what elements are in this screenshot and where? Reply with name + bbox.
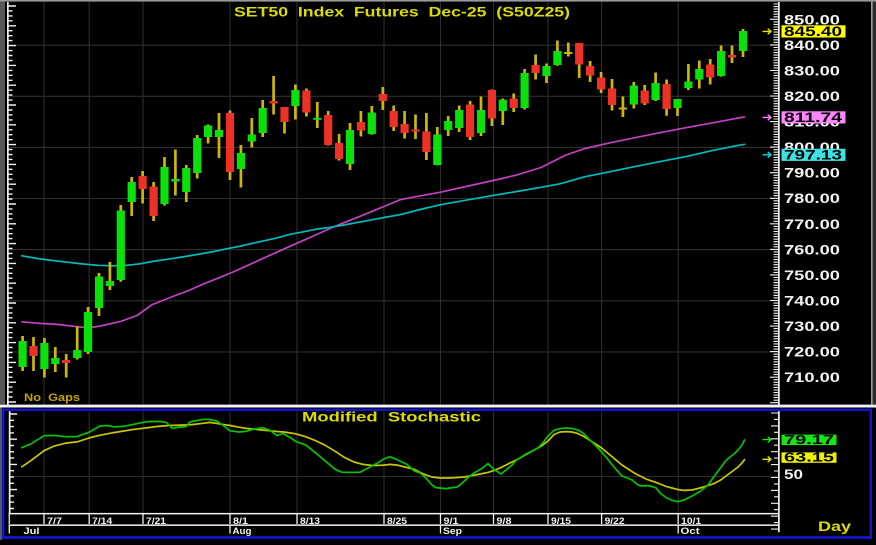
svg-text:SET50 Index Futures Dec-25: SET50 Index Futures Dec-25 (S50Z25) xyxy=(234,4,570,19)
svg-text:780.00: 780.00 xyxy=(784,191,840,206)
svg-text:830.00: 830.00 xyxy=(784,64,840,79)
svg-text:9/8: 9/8 xyxy=(497,516,512,527)
svg-text:760.00: 760.00 xyxy=(784,242,840,257)
svg-text:7/14: 7/14 xyxy=(92,516,113,527)
svg-text:845.40: 845.40 xyxy=(784,24,842,39)
svg-text:7/7: 7/7 xyxy=(47,516,62,527)
svg-text:10/1: 10/1 xyxy=(681,516,702,527)
svg-text:Aug: Aug xyxy=(233,526,252,537)
svg-text:63.15: 63.15 xyxy=(784,450,834,465)
svg-text:9/15: 9/15 xyxy=(551,516,572,527)
svg-text:Jul: Jul xyxy=(24,526,40,537)
svg-text:811.74: 811.74 xyxy=(784,110,843,125)
svg-text:9/1: 9/1 xyxy=(444,516,460,527)
svg-text:8/13: 8/13 xyxy=(300,516,320,527)
svg-text:850.00: 850.00 xyxy=(784,12,840,27)
svg-text:740.00: 740.00 xyxy=(784,294,840,309)
svg-text:770.00: 770.00 xyxy=(784,217,840,232)
svg-text:820.00: 820.00 xyxy=(784,89,840,104)
svg-text:Oct: Oct xyxy=(681,526,701,537)
svg-text:750.00: 750.00 xyxy=(784,268,840,283)
svg-text:720.00: 720.00 xyxy=(784,345,840,360)
svg-text:50: 50 xyxy=(784,467,803,482)
svg-text:790.00: 790.00 xyxy=(784,166,840,181)
svg-text:8/1: 8/1 xyxy=(233,516,249,527)
svg-text:Sep: Sep xyxy=(443,526,462,537)
svg-text:8/25: 8/25 xyxy=(387,516,408,527)
svg-text:Day: Day xyxy=(818,519,852,534)
svg-text:7/21: 7/21 xyxy=(146,516,167,527)
svg-text:Modified Stochastic: Modified Stochastic xyxy=(302,409,482,424)
svg-text:710.00: 710.00 xyxy=(784,370,840,385)
svg-text:840.00: 840.00 xyxy=(784,38,840,53)
svg-text:79.17: 79.17 xyxy=(784,432,834,447)
svg-text:730.00: 730.00 xyxy=(784,319,840,334)
svg-text:9/22: 9/22 xyxy=(605,516,625,527)
svg-text:797.13: 797.13 xyxy=(784,148,843,163)
svg-text:No Gaps: No Gaps xyxy=(24,392,80,404)
